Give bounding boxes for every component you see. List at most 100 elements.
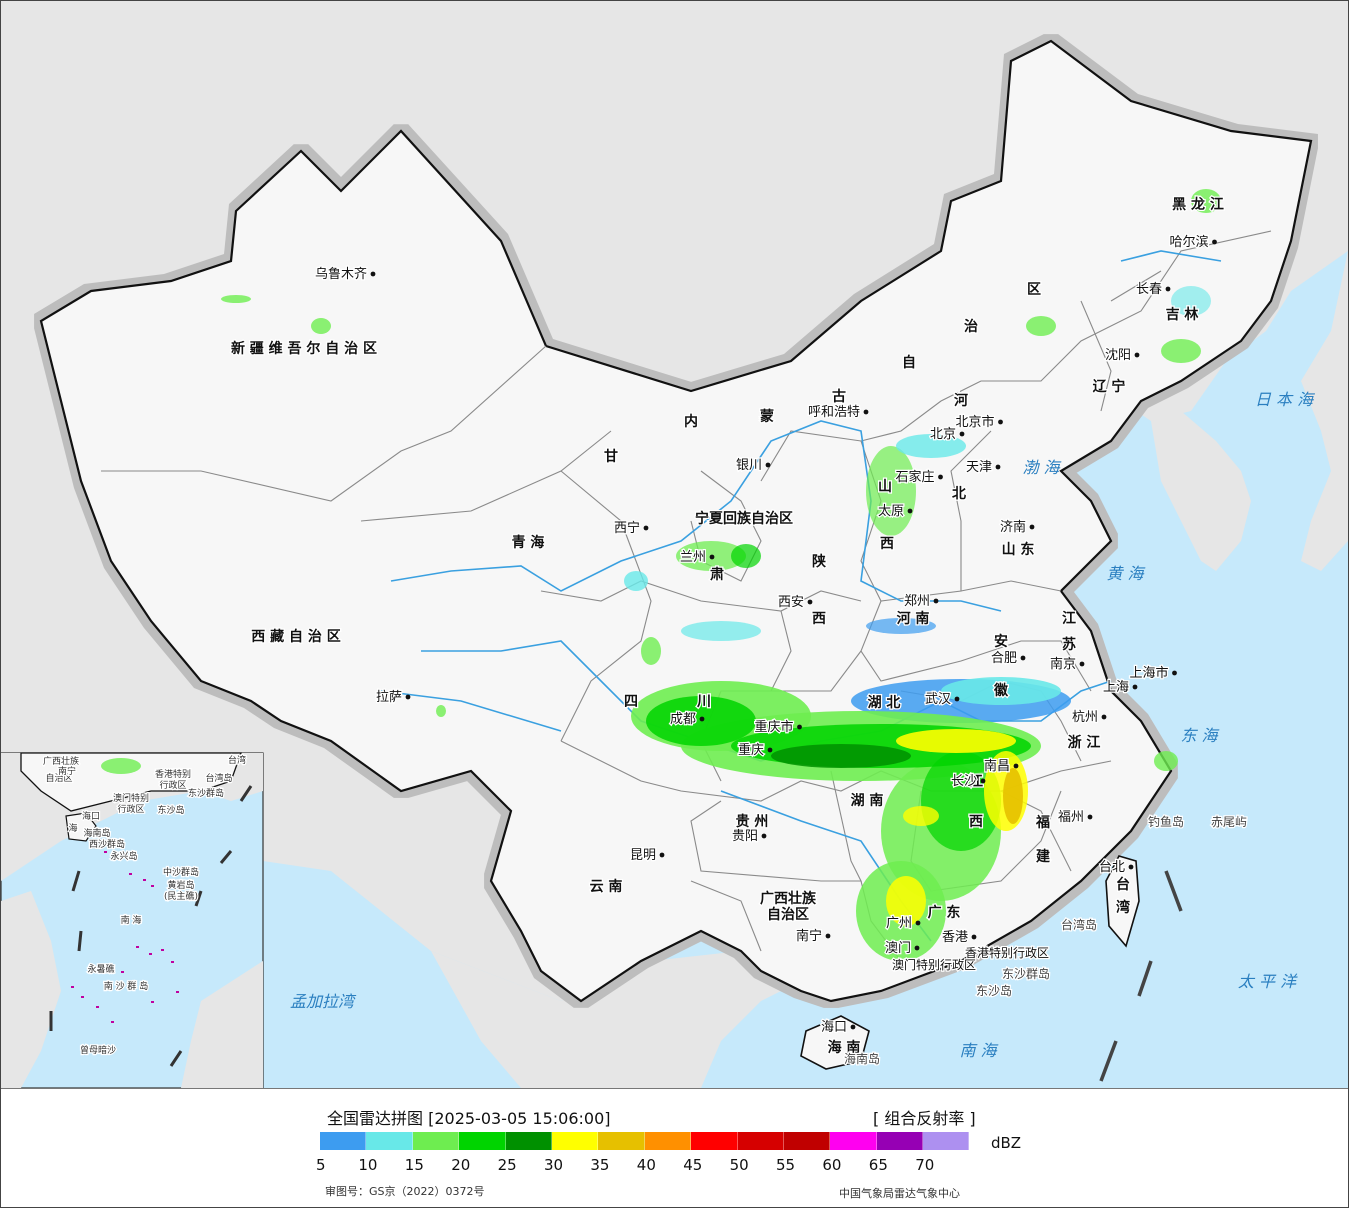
inset-label: 澳门特别 — [113, 792, 149, 804]
city-dot — [370, 271, 376, 277]
province-label: 新 疆 维 吾 尔 自 治 区 — [231, 340, 377, 357]
city-label: 上海 — [1103, 680, 1129, 695]
city-label: 长春 — [1136, 282, 1162, 297]
city-dot — [1013, 763, 1019, 769]
province-label: 甘 — [604, 448, 618, 465]
city-label: 南昌 — [984, 758, 1010, 774]
province-label: 蒙 — [760, 408, 774, 425]
inset-label: 自治区 — [45, 772, 72, 784]
city-label: 海口 — [821, 1020, 847, 1035]
color-scale-cell — [598, 1132, 645, 1150]
color-scale-tick: 10 — [358, 1156, 378, 1174]
city-label: 呼和浩特 — [808, 405, 860, 420]
island-label: 赤尾屿 — [1211, 815, 1247, 829]
province-label: 区 — [1027, 282, 1041, 298]
inset-label: 永兴岛 — [110, 850, 137, 862]
color-scale-cell — [644, 1132, 692, 1150]
province-label: 西 — [969, 814, 983, 830]
color-scale-cell — [923, 1132, 970, 1150]
city-dot — [971, 934, 977, 940]
city-dot — [933, 598, 939, 604]
province-label: 徽 — [993, 682, 1009, 699]
province-label: 内 — [684, 413, 698, 430]
color-scale-tick: 45 — [683, 1156, 703, 1174]
city-dot — [807, 599, 813, 605]
province-label: 云 南 — [590, 878, 623, 895]
inset-label: 西沙群岛 — [89, 838, 125, 850]
inset-label: 南 沙 群 岛 — [104, 980, 149, 992]
inset-label: 海口 — [82, 810, 100, 822]
city-label: 兰州 — [680, 550, 706, 565]
province-label: 古 — [832, 388, 846, 405]
inset-label: 广西壮族 — [43, 755, 79, 767]
province-label: 川 — [696, 694, 711, 710]
inset-label: 行政区 — [159, 779, 186, 791]
city-label: 合肥 — [991, 651, 1017, 666]
city-label: 贵阳 — [732, 829, 758, 844]
province-label: 北 — [952, 486, 966, 502]
city-label: 拉萨 — [376, 690, 402, 705]
inset-label: 曾母暗沙 — [80, 1044, 116, 1056]
island-label: 东沙岛 — [976, 983, 1012, 998]
product-name: [ 组合反射率 ] — [873, 1109, 976, 1128]
province-label: 西 — [880, 536, 894, 552]
city-dot — [954, 696, 960, 702]
inset-label: 南宁 — [58, 765, 76, 777]
sea-label: 太 平 洋 — [1238, 972, 1298, 991]
neighbour-land-japan — [1301, 251, 1348, 571]
city-dot — [1020, 655, 1026, 661]
sea-label: 渤 海 — [1022, 458, 1061, 477]
province-label: 青 海 — [512, 534, 545, 551]
inset-label: 台湾 — [228, 754, 246, 766]
inset-label: 永暑礁 — [87, 963, 114, 975]
province-label: 山 — [878, 479, 892, 495]
province-label: 江 — [1062, 610, 1076, 627]
city-label: 上海市 — [1129, 665, 1168, 681]
city-dot — [825, 933, 831, 939]
sea-label: 孟加拉湾 — [290, 992, 357, 1011]
city-dot — [797, 724, 802, 730]
neighbour-land-indochina — [431, 951, 791, 1088]
city-dot — [1212, 239, 1217, 245]
color-scale-tick: 30 — [544, 1156, 564, 1174]
city-dot — [907, 508, 913, 514]
color-scale-tick: 65 — [868, 1156, 888, 1174]
province-label: 吉 林 — [1166, 306, 1199, 323]
island-label: 香港特别行政区 — [965, 945, 1049, 960]
province-label: 宁夏回族自治区 — [695, 510, 793, 527]
province-label: 安 — [994, 633, 1008, 650]
island-label: 东沙群岛 — [1002, 966, 1050, 981]
city-label: 杭州 — [1072, 710, 1098, 725]
inset-label: 香港特别 — [155, 768, 191, 780]
south-china-sea-inset — [1, 752, 264, 1088]
color-scale-tick: 25 — [497, 1156, 517, 1174]
color-scale-tick: 50 — [729, 1156, 749, 1174]
city-label: 重庆 — [738, 742, 764, 758]
city-dot — [980, 778, 986, 784]
province-label: 广西壮族 — [760, 890, 817, 907]
province-label: 山 东 — [1002, 541, 1035, 558]
province-label: 江 — [969, 773, 983, 790]
color-scale-cell — [551, 1132, 599, 1150]
city-label: 银川 — [736, 458, 762, 473]
inset-label: 东沙群岛 — [188, 787, 224, 799]
city-dot — [959, 431, 965, 437]
city-dot — [405, 694, 411, 700]
city-dot — [699, 716, 705, 722]
province-label: 西 藏 自 治 区 — [251, 628, 341, 645]
color-scale-tick: 5 — [316, 1156, 326, 1174]
city-label: 台北 — [1099, 860, 1125, 875]
province-label: 自治区 — [767, 906, 809, 923]
city-dot — [863, 409, 869, 415]
inset-label: 中沙群岛 — [163, 866, 199, 878]
color-scale-cell — [737, 1132, 784, 1150]
color-scale-tick: 70 — [915, 1156, 935, 1174]
color-scale-tick: 55 — [776, 1156, 796, 1174]
sea-label: 日 本 海 — [1255, 390, 1315, 409]
province-label: 肃 — [710, 566, 724, 583]
province-label: 河 南 — [897, 610, 930, 627]
inset-label: 东沙岛 — [157, 804, 184, 816]
city-label: 广州 — [886, 916, 912, 931]
city-label: 澳门 — [885, 940, 911, 956]
